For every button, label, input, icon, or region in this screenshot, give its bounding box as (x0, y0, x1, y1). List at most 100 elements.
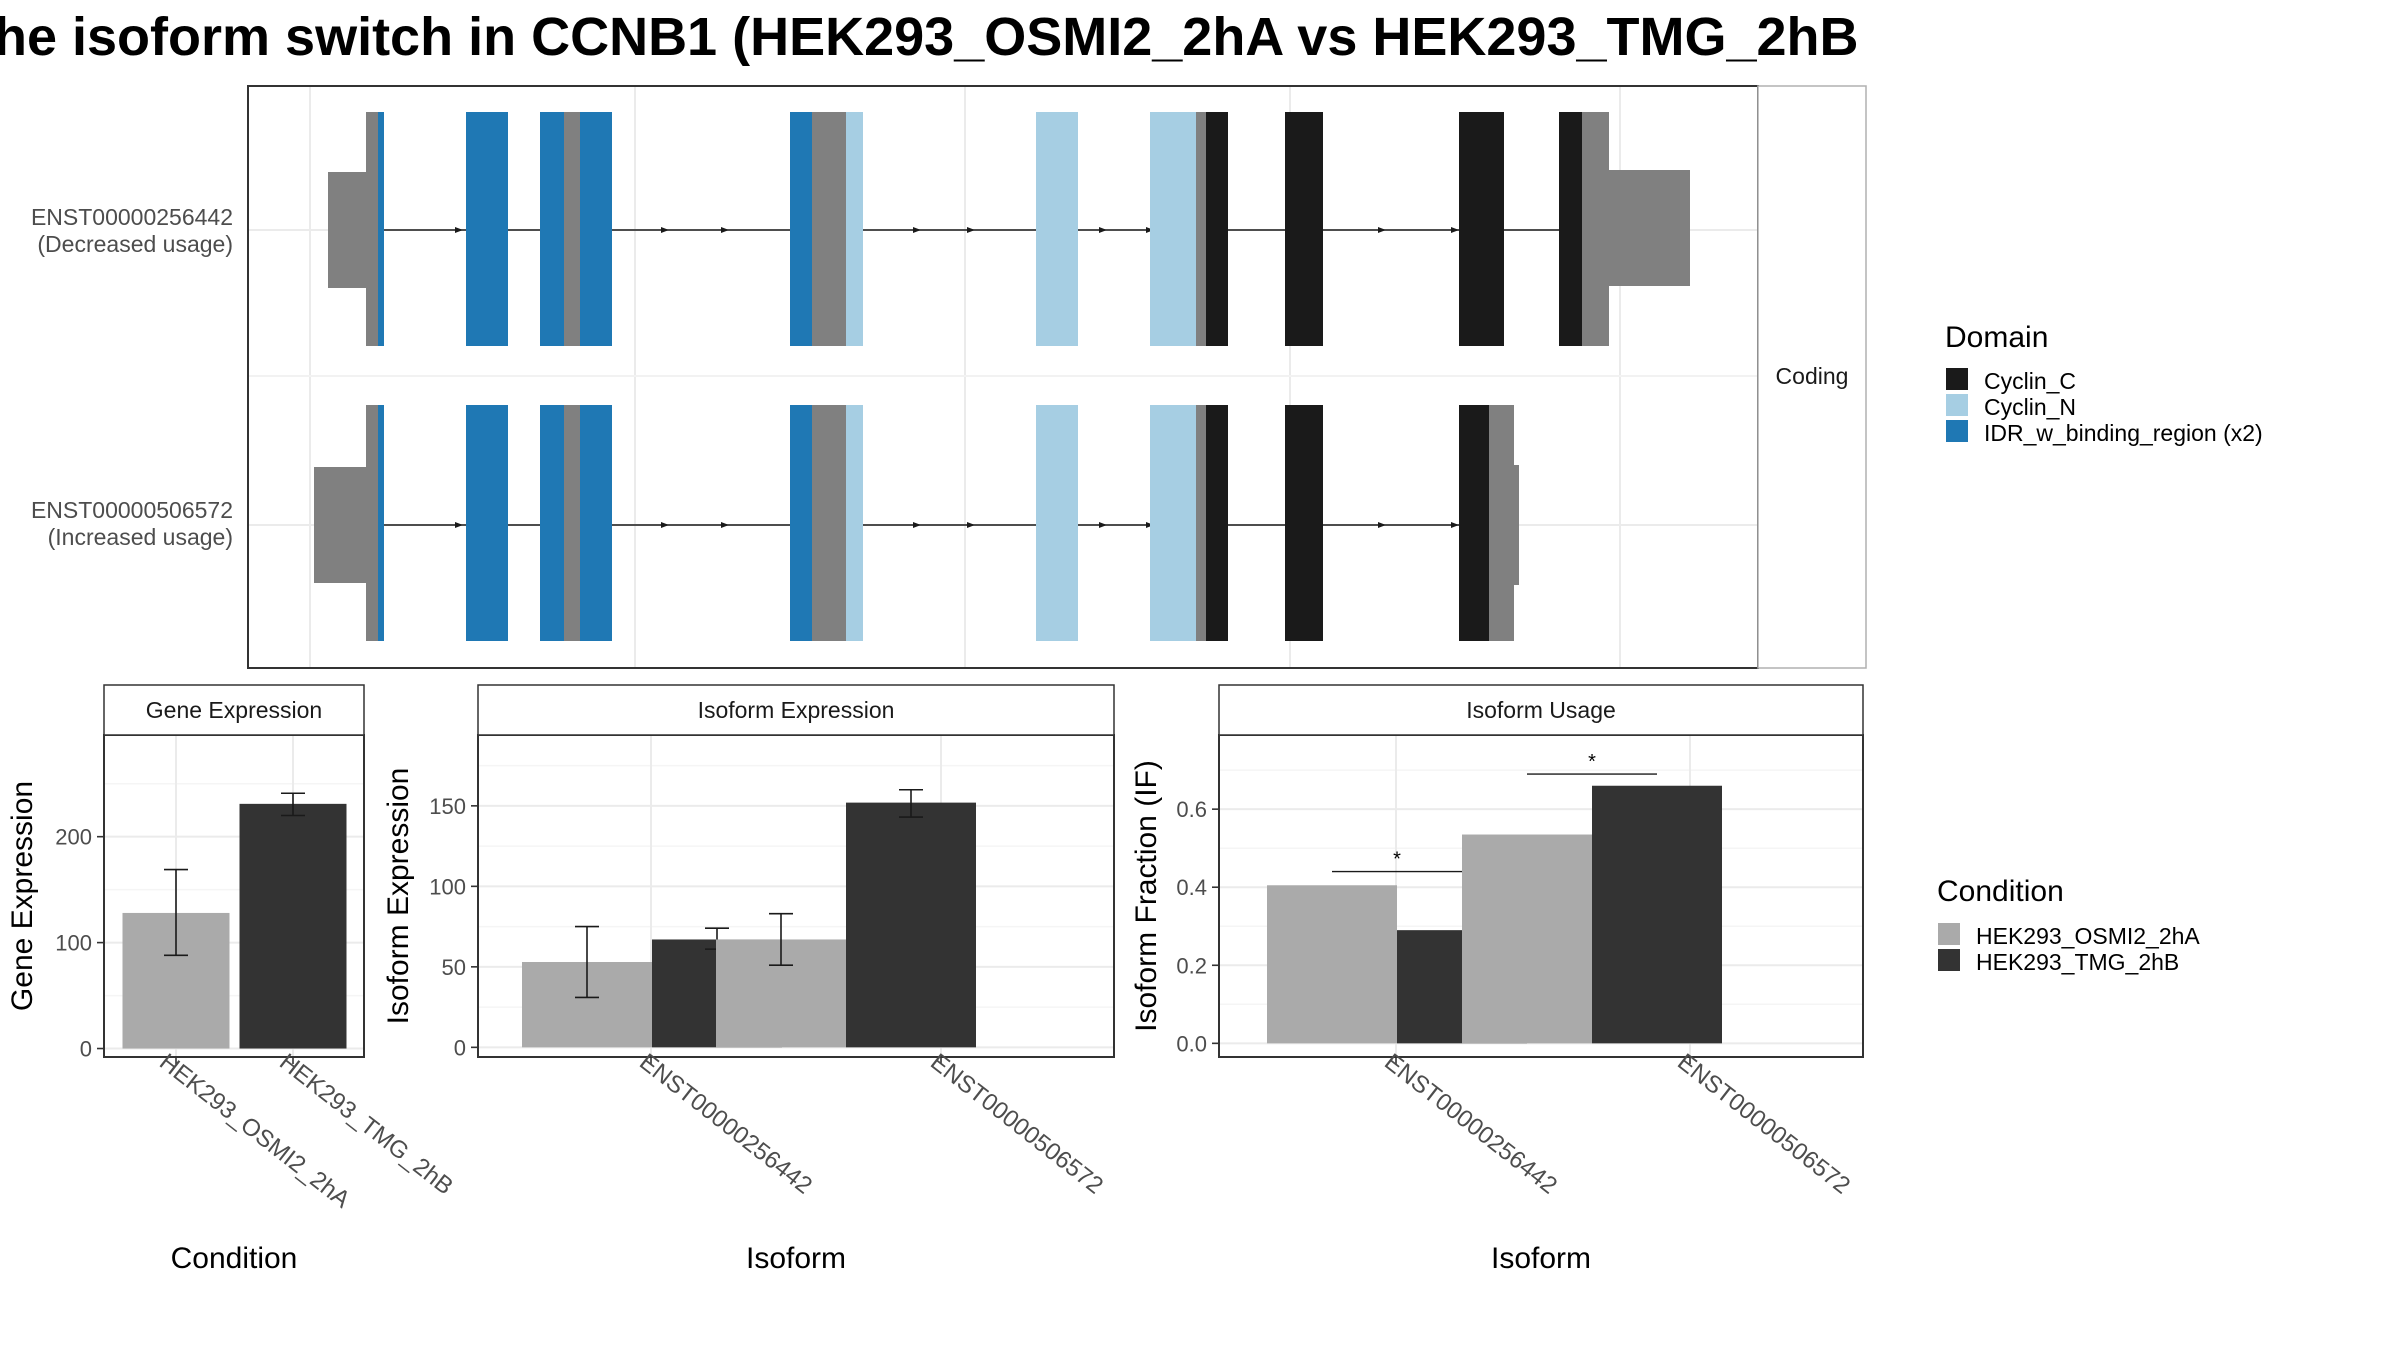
y-tick-label: 0 (80, 1037, 92, 1062)
x-axis-title: Isoform (1491, 1242, 1591, 1275)
transcript-2 (314, 405, 1519, 641)
facet-title: Gene Expression (146, 697, 322, 723)
legend-key-cond-a (1938, 923, 1960, 945)
cyclin-n-domain-segment (1036, 405, 1078, 641)
facet-title: Isoform Usage (1466, 697, 1616, 723)
legend-key-idr (1946, 420, 1968, 442)
idr-domain-segment (378, 405, 384, 641)
domain-legend: Domain Cyclin_C Cyclin_N IDR_w_binding_r… (1945, 321, 2263, 446)
y-tick-label: 200 (55, 825, 92, 850)
condition-legend: Condition HEK293_OSMI2_2hA HEK293_TMG_2h… (1937, 875, 2200, 975)
y-axis-title: Gene Expression (6, 781, 39, 1011)
x-tick-label: HEK293_OSMI2_2hA (154, 1048, 355, 1213)
strand-arrow (967, 227, 975, 233)
isoform-expression-chart: Isoform Expression 0 50 100 150 ENST000002564… (382, 684, 1115, 1275)
bar-HEK293_TMG_2hB (239, 803, 347, 1049)
y-tick-label: 50 (442, 955, 466, 980)
transcript-1 (328, 112, 1690, 346)
cyclin-n-domain-segment (1150, 405, 1196, 641)
cyclin-c-domain-segment (1459, 112, 1504, 346)
cyclin-n-domain-segment (1036, 112, 1078, 346)
strand-arrow (1378, 227, 1386, 233)
x-tick-label: ENST00000506572 (925, 1048, 1108, 1199)
idr-domain-segment (540, 405, 564, 641)
exon-noncoding-segment (812, 112, 846, 346)
strand-arrow (455, 522, 463, 528)
exon-noncoding-segment (1196, 112, 1206, 346)
x-tick-label: ENST00000506572 (1672, 1048, 1855, 1199)
strand-arrow (1451, 227, 1459, 233)
utr-3prime (1592, 112, 1690, 346)
y-tick-label: 0.6 (1176, 797, 1207, 822)
idr-domain-segment (540, 112, 564, 346)
legend-key-cyclin-c (1946, 368, 1968, 390)
idr-domain-segment (378, 112, 384, 346)
bar-ENST00000506572-cond-a (1462, 834, 1592, 1044)
strand-arrow (661, 227, 669, 233)
transcript-label-2-note: (Increased usage) (48, 524, 233, 550)
condition-legend-title: Condition (1937, 875, 2064, 908)
y-tick-label: 0 (454, 1035, 466, 1060)
y-tick-label: 100 (429, 874, 466, 899)
cyclin-c-domain-segment (1285, 112, 1323, 346)
exon-noncoding-segment (564, 405, 580, 641)
cyclin-c-domain-segment (1559, 112, 1582, 346)
cyclin-c-domain-segment (1206, 405, 1228, 641)
cyclin-n-domain-segment (1150, 112, 1196, 346)
cyclin-c-domain-segment (1285, 405, 1323, 641)
strand-arrow (455, 227, 463, 233)
cyclin-n-domain-segment (846, 112, 863, 346)
figure-title: he isoform switch in CCNB1 (HEK293_OSMI2… (0, 7, 1859, 67)
isoform-usage-chart: * * Isoform Usage 0.0 0.2 0.4 0.6 ENST000002564… (1130, 684, 1864, 1275)
strand-arrow (1099, 227, 1107, 233)
strand-arrow (661, 522, 669, 528)
strand-arrow (1378, 522, 1386, 528)
bar-ENST00000506572-cond-b (846, 802, 976, 1048)
idr-domain-segment (466, 405, 508, 641)
cyclin-c-domain-segment (1459, 405, 1489, 641)
facet-strip (477, 684, 1115, 736)
transcript-structure-panel: Coding ENST00000256442 (Decreased usage)… (31, 85, 1867, 669)
strand-arrow (1099, 522, 1107, 528)
exon-noncoding-segment (366, 112, 378, 346)
x-axis-title: Isoform (746, 1242, 846, 1275)
y-axis-title: Isoform Expression (382, 768, 415, 1025)
domain-legend-title: Domain (1945, 321, 2048, 354)
significance-star: * (1393, 849, 1401, 871)
significance-star: * (1588, 751, 1596, 773)
cyclin-c-domain-segment (1206, 112, 1228, 346)
legend-label-idr: IDR_w_binding_region (x2) (1984, 420, 2263, 446)
legend-label-cyclin-c: Cyclin_C (1984, 368, 2076, 394)
strand-arrow (721, 522, 729, 528)
strand-arrow (721, 227, 729, 233)
facet-strip (103, 684, 365, 736)
exon-noncoding-segment (366, 405, 378, 641)
utr-5prime (314, 467, 366, 583)
strand-arrow (913, 227, 921, 233)
idr-domain-segment (580, 405, 612, 641)
x-tick-label: ENST00000256442 (634, 1048, 817, 1199)
x-axis-title: Condition (171, 1242, 298, 1275)
exon-noncoding-segment (564, 112, 580, 346)
utr-3prime (1514, 465, 1519, 585)
transcript-label-1-note: (Decreased usage) (37, 231, 233, 257)
structure-strip (1757, 85, 1867, 669)
strand-arrow (913, 522, 921, 528)
transcript-label-1-id: ENST00000256442 (31, 204, 233, 230)
y-tick-label: 150 (429, 794, 466, 819)
y-tick-label: 0.0 (1176, 1031, 1207, 1056)
idr-domain-segment (790, 112, 812, 346)
structure-strip-label: Coding (1776, 363, 1849, 389)
legend-label-cyclin-n: Cyclin_N (1984, 394, 2076, 420)
structure-transcripts (314, 112, 1690, 641)
exon-noncoding-segment (1489, 405, 1514, 641)
legend-label-cond-b: HEK293_TMG_2hB (1976, 949, 2179, 975)
cyclin-n-domain-segment (846, 405, 863, 641)
transcript-label-2-id: ENST00000506572 (31, 497, 233, 523)
legend-label-cond-a: HEK293_OSMI2_2hA (1976, 923, 2200, 949)
bar-ENST00000256442-cond-a (1267, 885, 1397, 1044)
idr-domain-segment (466, 112, 508, 346)
legend-key-cyclin-n (1946, 394, 1968, 416)
y-tick-label: 100 (55, 931, 92, 956)
